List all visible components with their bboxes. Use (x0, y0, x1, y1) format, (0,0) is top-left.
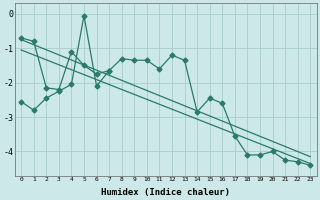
X-axis label: Humidex (Indice chaleur): Humidex (Indice chaleur) (101, 188, 230, 197)
